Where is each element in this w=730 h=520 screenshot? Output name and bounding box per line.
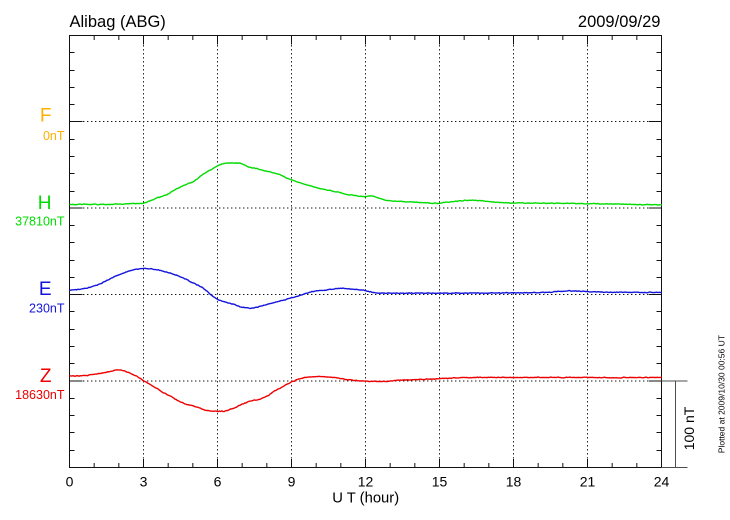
svg-text:0nT: 0nT (43, 129, 65, 143)
svg-text:U T (hour): U T (hour) (332, 491, 399, 507)
svg-text:6: 6 (214, 473, 222, 489)
svg-text:E: E (39, 279, 52, 300)
svg-text:230nT: 230nT (29, 302, 65, 316)
svg-text:18: 18 (506, 473, 522, 489)
svg-text:18630nT: 18630nT (15, 388, 65, 402)
svg-text:9: 9 (288, 473, 296, 489)
svg-text:3: 3 (140, 473, 148, 489)
svg-text:Z: Z (40, 366, 52, 387)
svg-text:F: F (40, 106, 52, 127)
svg-text:37810nT: 37810nT (15, 215, 65, 229)
svg-text:100 nT: 100 nT (681, 406, 697, 450)
svg-text:H: H (38, 193, 52, 214)
svg-text:12: 12 (358, 473, 374, 489)
svg-text:2009/09/29: 2009/09/29 (578, 13, 661, 31)
svg-text:24: 24 (654, 473, 670, 489)
svg-text:Alibag (ABG): Alibag (ABG) (70, 13, 166, 31)
svg-text:Plotted at 2009/10/30 00:56 UT: Plotted at 2009/10/30 00:56 UT (717, 335, 727, 453)
svg-text:21: 21 (580, 473, 596, 489)
svg-text:0: 0 (66, 473, 74, 489)
svg-text:15: 15 (432, 473, 448, 489)
